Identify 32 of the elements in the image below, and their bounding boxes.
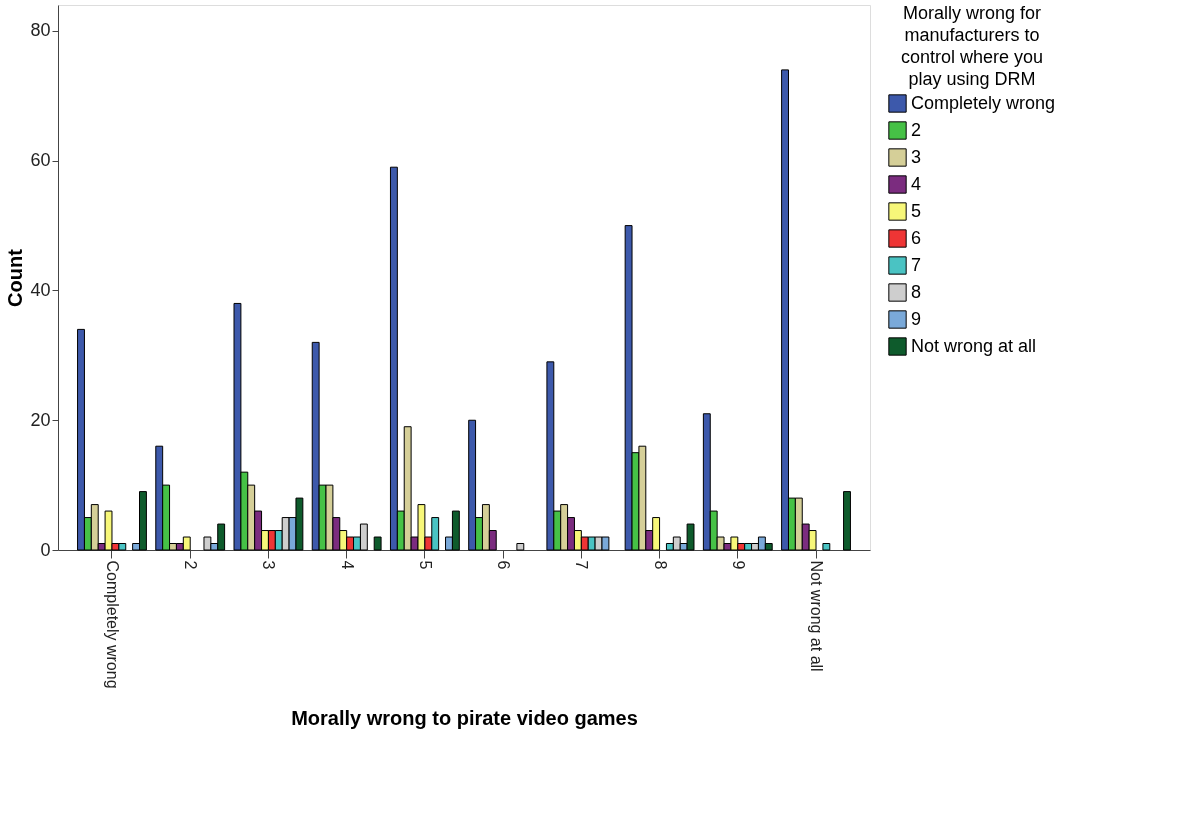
legend-label: 5 [911,200,922,221]
legend-label: 6 [911,227,922,248]
y-tick-label: 40 [30,279,51,300]
x-tick-label: 7 [573,560,591,570]
y-tick-label: 0 [40,539,51,560]
bar [843,491,851,551]
legend-label: 9 [911,308,922,329]
legend-label: 3 [911,146,922,167]
legend-label: 2 [911,119,922,140]
legend-label: Not wrong at all [911,335,1037,356]
legend-title: Morally wrong for manufacturers to control where you play using DRM [900,3,1044,89]
x-tick-label: 3 [260,560,278,570]
x-axis-title: Morally wrong to pirate video games [291,706,638,729]
x-tick-label: 9 [729,560,747,570]
x-tick-label: 6 [495,560,513,570]
y-tick-label: 60 [30,150,51,171]
x-tick-label: 2 [182,560,200,570]
y-tick-label: 20 [30,409,51,430]
legend-label: 8 [911,281,922,302]
legend-label: 4 [911,173,922,194]
bar [822,543,831,551]
legend-label: 7 [911,254,922,275]
x-tick-label: Completely wrong [103,560,121,689]
bar [373,536,382,551]
bar [516,543,525,551]
x-tick-label: 4 [338,560,356,570]
x-tick-label: Not wrong at all [808,560,826,672]
x-tick-label: 5 [416,560,434,570]
legend-label: Completely wrong [911,92,1056,113]
x-tick-label: 8 [651,560,669,570]
y-axis-title: Count [4,248,27,307]
y-tick-label: 80 [30,20,51,41]
